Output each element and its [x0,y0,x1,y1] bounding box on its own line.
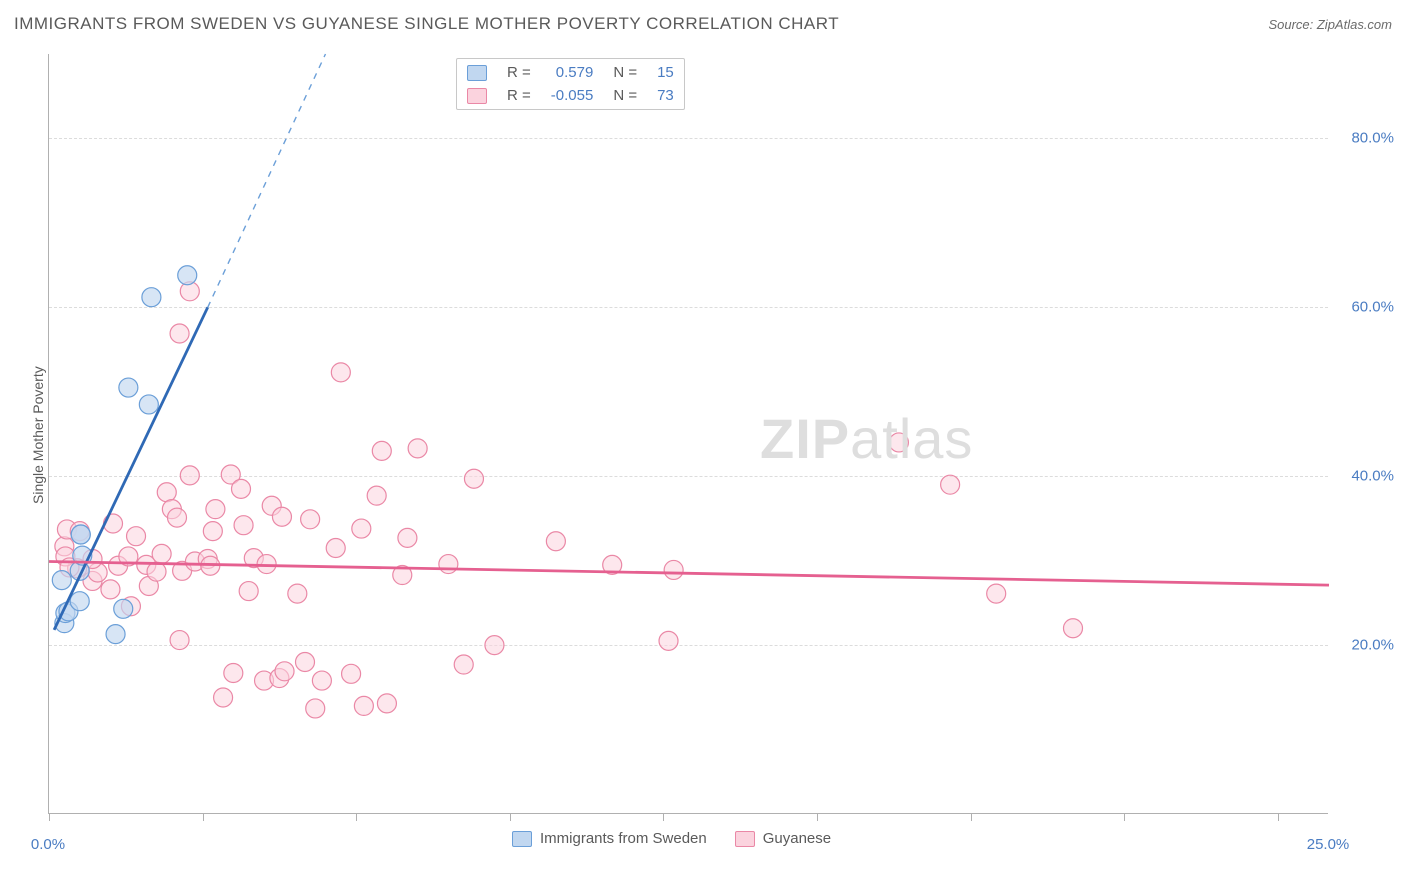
source-label: Source: ZipAtlas.com [1268,17,1392,32]
data-point [127,527,146,546]
data-point [106,625,125,644]
data-point [71,525,90,544]
x-tick [49,813,50,821]
data-point [326,539,345,558]
data-point [214,688,233,707]
data-point [342,664,361,683]
data-point [101,580,120,599]
data-point [398,528,417,547]
x-tick-label: 25.0% [1307,836,1350,853]
legend-n-label: N = [603,61,647,84]
data-point [157,483,176,502]
data-point [114,599,133,618]
data-point [272,507,291,526]
y-tick-label: 20.0% [1351,637,1394,654]
correlation-legend: R =0.579N =15 R =-0.055N =73 [456,58,685,110]
data-point [203,522,222,541]
legend-item: Immigrants from Sweden [512,830,707,847]
data-point [275,662,294,681]
data-point [408,439,427,458]
x-tick [510,813,511,821]
data-point [546,532,565,551]
x-tick [203,813,204,821]
data-point [234,516,253,535]
data-point [104,514,123,533]
x-tick [1124,813,1125,821]
data-point [139,395,158,414]
y-tick-label: 40.0% [1351,468,1394,485]
data-point [367,486,386,505]
data-point [206,500,225,519]
data-point [52,571,71,590]
legend-r-label: R = [497,84,541,107]
data-point [152,544,171,563]
data-point [987,584,1006,603]
data-point [664,560,683,579]
y-tick-label: 80.0% [1351,130,1394,147]
legend-n-value: 15 [647,61,684,84]
data-point [306,699,325,718]
data-point [1064,619,1083,638]
data-point [354,696,373,715]
data-point [331,363,350,382]
x-tick [1278,813,1279,821]
data-point [178,266,197,285]
chart-svg [49,54,1329,814]
data-point [464,469,483,488]
data-point [168,508,187,527]
data-point [180,466,199,485]
data-point [941,475,960,494]
legend-series-name: Guyanese [763,830,831,847]
data-point [170,631,189,650]
data-point [301,510,320,529]
legend-r-value: 0.579 [541,61,604,84]
x-tick [817,813,818,821]
legend-series-name: Immigrants from Sweden [540,830,707,847]
data-point [352,519,371,538]
x-tick [356,813,357,821]
data-point [70,592,89,611]
legend-r-value: -0.055 [541,84,604,107]
legend-n-label: N = [603,84,647,107]
x-tick [663,813,664,821]
y-tick-label: 60.0% [1351,299,1394,316]
data-point [170,324,189,343]
chart-title: IMMIGRANTS FROM SWEDEN VS GUYANESE SINGL… [14,14,839,34]
data-point [377,694,396,713]
plot-region: 20.0%40.0%60.0%80.0% [48,54,1328,814]
legend-swatch [512,831,532,847]
data-point [119,378,138,397]
y-axis-label: Single Mother Poverty [30,366,46,504]
trend-line [208,54,326,307]
data-point [232,479,251,498]
data-point [296,653,315,672]
title-bar: IMMIGRANTS FROM SWEDEN VS GUYANESE SINGL… [14,14,1392,34]
data-point [889,433,908,452]
data-point [288,584,307,603]
legend-n-value: 73 [647,84,684,107]
data-point [372,441,391,460]
trend-line [49,562,1329,586]
data-point [659,631,678,650]
data-point [454,655,473,674]
legend-swatch [467,88,487,104]
data-point [224,663,243,682]
legend-r-label: R = [497,61,541,84]
legend-item: Guyanese [735,830,831,847]
data-point [485,636,504,655]
legend-swatch [735,831,755,847]
legend-swatch [467,65,487,81]
data-point [439,555,458,574]
series-legend: Immigrants from Sweden Guyanese [512,830,831,847]
data-point [239,582,258,601]
x-tick-label: 0.0% [31,836,65,853]
x-tick [971,813,972,821]
data-point [312,671,331,690]
data-point [142,288,161,307]
